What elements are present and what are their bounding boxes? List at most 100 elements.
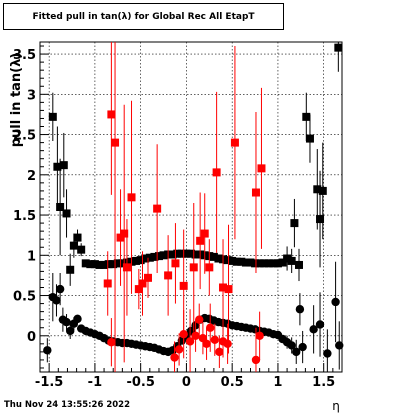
data-point — [136, 256, 145, 265]
data-point — [334, 43, 343, 52]
data-point — [292, 347, 301, 357]
data-point — [315, 320, 325, 329]
data-point — [260, 259, 269, 268]
x-tick-label-1: -1 — [88, 375, 102, 390]
data-point — [120, 229, 129, 238]
data-point — [212, 168, 221, 177]
data-point — [138, 279, 147, 288]
data-point — [223, 256, 232, 265]
data-point — [90, 260, 99, 269]
timestamp: Thu Nov 24 13:55:26 2022 — [4, 400, 131, 410]
data-point — [230, 138, 239, 147]
data-point — [255, 331, 264, 340]
y-tick-label-1: 0.5 — [13, 290, 36, 305]
data-point — [66, 326, 75, 336]
data-point — [191, 250, 200, 259]
x-tick-labels: -1.5 -1 -0.5 0 0.5 1 1.5 — [35, 375, 335, 390]
data-point — [257, 164, 266, 173]
data-point — [195, 315, 204, 324]
data-point — [69, 241, 78, 250]
data-point — [223, 339, 232, 349]
data-point — [109, 260, 118, 269]
x-tick-label-5: 1 — [273, 375, 282, 390]
data-point — [251, 188, 260, 197]
data-point — [168, 250, 177, 259]
data-point — [95, 260, 104, 269]
data-point — [43, 346, 52, 355]
data-point — [143, 273, 152, 282]
data-point — [81, 259, 90, 268]
data-point — [150, 252, 159, 261]
x-axis-label: η — [332, 399, 340, 413]
data-point — [215, 347, 224, 357]
x-tick-label-3: 0 — [182, 375, 191, 390]
data-point — [77, 245, 86, 254]
data-point — [66, 265, 75, 274]
y-tick-label-4: 2 — [27, 169, 36, 184]
data-point — [104, 260, 113, 269]
data-point — [295, 305, 305, 314]
data-point — [62, 317, 71, 327]
data-point — [55, 284, 65, 294]
y-tick-label-0: 0 — [27, 330, 36, 345]
data-point — [298, 342, 307, 352]
data-point — [171, 259, 180, 268]
data-point — [290, 219, 299, 228]
y-tick-label-2: 1 — [27, 249, 36, 264]
data-point — [145, 253, 154, 262]
data-point — [251, 355, 261, 365]
data-point — [191, 331, 200, 340]
data-point — [209, 252, 218, 261]
data-point — [232, 257, 241, 266]
data-point — [132, 256, 141, 265]
data-point — [73, 314, 82, 324]
x-tick-label-2: -0.5 — [126, 375, 154, 390]
data-marks — [43, 42, 344, 372]
data-point — [134, 285, 143, 294]
data-point — [200, 229, 209, 238]
data-point — [205, 263, 214, 272]
data-point — [182, 249, 191, 258]
data-point — [118, 259, 127, 268]
data-point — [269, 259, 278, 268]
data-point — [179, 329, 188, 339]
data-point — [313, 185, 322, 194]
data-point — [189, 263, 198, 272]
data-point — [323, 349, 332, 358]
plot-frame — [39, 41, 343, 373]
data-point — [174, 345, 184, 354]
data-point — [316, 215, 325, 224]
y-tick-label-6: 3 — [27, 88, 36, 103]
data-point — [113, 259, 122, 268]
grid — [40, 42, 342, 372]
data-point — [283, 254, 292, 263]
data-point — [185, 337, 195, 346]
data-point — [59, 161, 68, 170]
y-tick-label-3: 1.5 — [13, 209, 36, 224]
data-point — [331, 297, 340, 307]
data-point — [278, 258, 287, 267]
data-point — [164, 271, 173, 280]
data-point — [309, 325, 318, 334]
data-point — [251, 259, 260, 268]
data-point — [53, 162, 62, 171]
data-point — [48, 112, 57, 121]
data-point — [122, 263, 131, 272]
data-point — [287, 341, 296, 350]
data-point — [255, 259, 264, 268]
data-point — [52, 296, 61, 305]
data-point — [107, 338, 116, 347]
data-point — [107, 110, 116, 119]
data-point — [154, 252, 163, 261]
data-point — [287, 256, 296, 265]
data-point — [302, 112, 311, 121]
data-point — [103, 279, 112, 288]
data-point — [56, 203, 65, 211]
x-tick-label-4: 0.5 — [221, 375, 244, 390]
axis-ticks — [39, 45, 343, 372]
data-point — [153, 204, 162, 213]
data-point — [111, 138, 120, 147]
data-point — [294, 260, 303, 269]
data-point — [246, 258, 255, 267]
